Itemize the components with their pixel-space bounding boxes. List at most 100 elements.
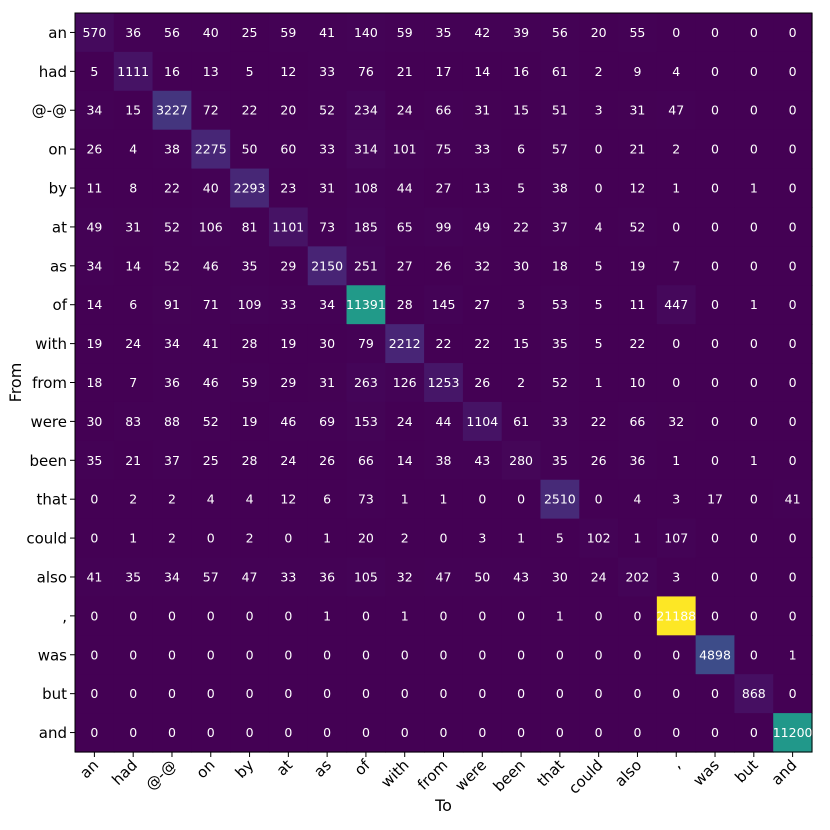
heatmap-cell bbox=[307, 363, 348, 403]
heatmap-cell bbox=[152, 635, 192, 675]
heatmap-cell bbox=[618, 440, 658, 481]
cell-value-label: 0 bbox=[595, 142, 603, 157]
cell-value-label: 0 bbox=[750, 531, 758, 546]
heatmap-cell bbox=[695, 168, 736, 209]
heatmap-cell bbox=[462, 51, 503, 92]
cell-value-label: 21 bbox=[629, 142, 645, 157]
col-tick-label: , bbox=[668, 756, 684, 772]
heatmap-cell bbox=[152, 51, 192, 92]
cell-value-label: 17 bbox=[707, 492, 723, 507]
cell-value-label: 28 bbox=[242, 336, 258, 351]
heatmap-cell bbox=[618, 596, 658, 636]
row-tick-label: on bbox=[48, 141, 67, 159]
cell-value-label: 33 bbox=[319, 64, 335, 79]
heatmap-cell bbox=[540, 363, 580, 403]
cell-value-label: 0 bbox=[633, 608, 641, 623]
heatmap-cell bbox=[424, 285, 464, 325]
heatmap-cell bbox=[230, 324, 270, 364]
cell-value-label: 75 bbox=[436, 142, 452, 157]
heatmap-cell bbox=[346, 13, 386, 53]
cell-value-label: 0 bbox=[750, 725, 758, 740]
heatmap-cell bbox=[230, 129, 270, 170]
cell-value-label: 1 bbox=[595, 375, 603, 390]
cell-value-label: 0 bbox=[711, 142, 719, 157]
cell-value-label: 5 bbox=[246, 64, 254, 79]
row-tick-label: an bbox=[48, 24, 67, 42]
cell-value-label: 0 bbox=[711, 414, 719, 429]
heatmap-cell bbox=[462, 401, 503, 442]
col-tick-label: as bbox=[310, 756, 335, 781]
heatmap-cell bbox=[424, 518, 464, 559]
heatmap-cell bbox=[307, 479, 348, 520]
heatmap-cell bbox=[579, 596, 619, 636]
cell-value-label: 38 bbox=[164, 142, 180, 157]
heatmap-cell bbox=[307, 401, 348, 442]
heatmap-cell bbox=[307, 324, 348, 364]
cell-value-label: 30 bbox=[513, 258, 529, 273]
col-tick-label: and bbox=[768, 756, 801, 789]
cell-value-label: 43 bbox=[474, 453, 490, 468]
heatmap-cell bbox=[307, 90, 348, 131]
cell-value-label: 0 bbox=[440, 725, 448, 740]
cell-value-label: 0 bbox=[750, 414, 758, 429]
heatmap-cell bbox=[695, 596, 736, 636]
cell-value-label: 0 bbox=[789, 608, 797, 623]
heatmap-cell bbox=[618, 713, 658, 753]
cell-value-label: 20 bbox=[358, 531, 374, 546]
cell-value-label: 2 bbox=[168, 492, 176, 507]
heatmap-cell bbox=[75, 557, 115, 598]
cell-value-label: 0 bbox=[595, 647, 603, 662]
cell-value-label: 61 bbox=[552, 64, 568, 79]
heatmap-cell bbox=[191, 401, 231, 442]
col-tick-labels: an had @-@ on by at as of with from were been thatco… bbox=[76, 752, 800, 798]
heatmap-cell bbox=[656, 557, 697, 598]
cell-value-label: 0 bbox=[789, 375, 797, 390]
heatmap-cell bbox=[773, 479, 813, 520]
heatmap-cell bbox=[656, 51, 697, 92]
cell-value-label: 22 bbox=[591, 414, 607, 429]
heatmap-cell bbox=[734, 596, 774, 636]
heatmap-cell bbox=[75, 129, 115, 170]
cell-value-label: 6 bbox=[517, 142, 525, 157]
heatmap-cell bbox=[462, 246, 503, 286]
cell-value-label: 38 bbox=[552, 181, 568, 196]
heatmap-cell bbox=[501, 285, 542, 325]
heatmap-cell bbox=[268, 635, 309, 675]
cell-value-label: 66 bbox=[629, 414, 645, 429]
cell-value-label: 35 bbox=[552, 453, 568, 468]
cell-value-label: 32 bbox=[474, 258, 490, 273]
heatmap-cell bbox=[385, 635, 425, 675]
cell-value-label: 0 bbox=[711, 531, 719, 546]
heatmap-cell bbox=[307, 674, 348, 714]
cell-value-label: 1 bbox=[517, 531, 525, 546]
cell-value-label: 33 bbox=[280, 297, 296, 312]
cell-value-label: 12 bbox=[629, 181, 645, 196]
heatmap-cell bbox=[385, 168, 425, 209]
heatmap-cells: 570 36 56 40 25 59 41 140 59 35 42 39 56 20 55 0 0 0 05 111… bbox=[75, 13, 813, 753]
cell-value-label: 22 bbox=[629, 336, 645, 351]
heatmap-cell bbox=[75, 401, 115, 442]
cell-value-label: 36 bbox=[164, 375, 180, 390]
cell-value-label: 11 bbox=[629, 297, 645, 312]
heatmap-cell bbox=[424, 13, 464, 53]
heatmap-cell bbox=[734, 363, 774, 403]
heatmap-cell bbox=[307, 207, 348, 247]
cell-value-label: 7 bbox=[672, 258, 680, 273]
cell-value-label: 47 bbox=[668, 103, 684, 118]
cell-value-label: 22 bbox=[242, 103, 258, 118]
cell-value-label: 83 bbox=[125, 414, 141, 429]
cell-value-label: 1 bbox=[789, 647, 797, 662]
heatmap-cell bbox=[462, 713, 503, 753]
cell-value-label: 0 bbox=[129, 725, 137, 740]
cell-value-label: 13 bbox=[474, 181, 490, 196]
heatmap-cell bbox=[424, 324, 464, 364]
heatmap-cell bbox=[191, 246, 231, 286]
cell-value-label: 4 bbox=[633, 492, 641, 507]
row-tick-label: as bbox=[50, 257, 67, 275]
heatmap-cell bbox=[540, 90, 580, 131]
cell-value-label: 41 bbox=[86, 569, 102, 584]
heatmap-cell bbox=[152, 363, 192, 403]
heatmap-cell bbox=[152, 713, 192, 753]
cell-value-label: 25 bbox=[242, 25, 258, 40]
cell-value-label: 41 bbox=[785, 492, 801, 507]
